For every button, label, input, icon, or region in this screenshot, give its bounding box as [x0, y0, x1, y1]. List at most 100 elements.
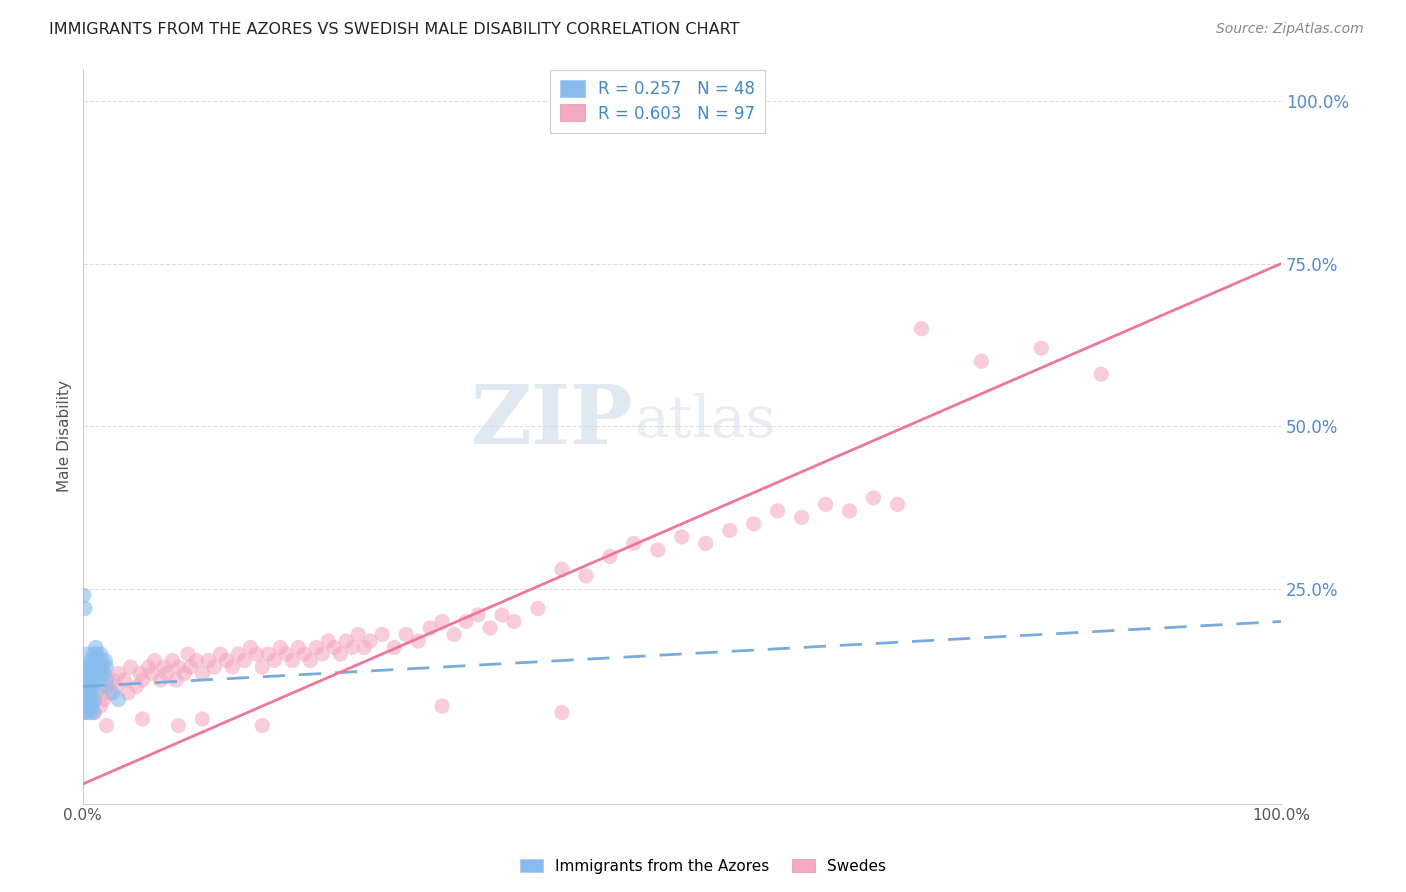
- Point: [263, 653, 285, 667]
- Point: [79, 706, 101, 720]
- Point: [79, 666, 101, 681]
- Point: [80, 653, 103, 667]
- Point: [276, 647, 298, 661]
- Point: [96, 680, 118, 694]
- Point: [82, 692, 104, 706]
- Point: [292, 647, 315, 661]
- Point: [82, 660, 104, 674]
- Point: [228, 647, 250, 661]
- Text: ZIP: ZIP: [471, 382, 634, 461]
- Point: [83, 706, 105, 720]
- Point: [82, 699, 104, 714]
- Point: [155, 666, 177, 681]
- Point: [430, 699, 453, 714]
- Point: [75, 706, 97, 720]
- Point: [117, 686, 139, 700]
- Point: [167, 660, 190, 674]
- Point: [82, 680, 104, 694]
- Point: [551, 706, 574, 720]
- Point: [395, 627, 418, 641]
- Point: [114, 673, 136, 687]
- Legend: R = 0.257   N = 48, R = 0.603   N = 97: R = 0.257 N = 48, R = 0.603 N = 97: [550, 70, 765, 133]
- Point: [551, 562, 574, 576]
- Point: [80, 692, 103, 706]
- Point: [269, 640, 291, 655]
- Point: [671, 530, 693, 544]
- Point: [97, 686, 120, 700]
- Point: [96, 718, 118, 732]
- Point: [77, 660, 100, 674]
- Point: [382, 640, 405, 655]
- Point: [177, 647, 200, 661]
- Point: [215, 653, 238, 667]
- Y-axis label: Male Disability: Male Disability: [58, 380, 72, 492]
- Point: [138, 660, 160, 674]
- Point: [75, 666, 97, 681]
- Point: [179, 660, 201, 674]
- Point: [221, 660, 243, 674]
- Point: [305, 640, 328, 655]
- Point: [82, 706, 104, 720]
- Text: atlas: atlas: [634, 393, 776, 450]
- Point: [83, 692, 105, 706]
- Point: [107, 692, 129, 706]
- Point: [90, 666, 112, 681]
- Point: [93, 692, 115, 706]
- Point: [80, 673, 103, 687]
- Point: [101, 673, 124, 687]
- Point: [84, 640, 107, 655]
- Point: [90, 653, 112, 667]
- Point: [143, 653, 166, 667]
- Point: [299, 653, 322, 667]
- Point: [886, 497, 908, 511]
- Point: [141, 666, 163, 681]
- Point: [406, 634, 429, 648]
- Point: [167, 718, 190, 732]
- Point: [329, 647, 352, 661]
- Point: [766, 504, 789, 518]
- Point: [82, 647, 104, 661]
- Point: [252, 718, 274, 732]
- Point: [479, 621, 502, 635]
- Point: [120, 660, 142, 674]
- Point: [77, 699, 100, 714]
- Point: [209, 647, 232, 661]
- Point: [73, 680, 96, 694]
- Point: [83, 673, 105, 687]
- Point: [323, 640, 346, 655]
- Point: [1090, 368, 1112, 382]
- Point: [149, 673, 172, 687]
- Point: [73, 699, 96, 714]
- Point: [419, 621, 441, 635]
- Point: [287, 640, 309, 655]
- Point: [131, 673, 153, 687]
- Point: [1031, 341, 1053, 355]
- Point: [75, 686, 97, 700]
- Point: [335, 634, 357, 648]
- Point: [86, 686, 108, 700]
- Point: [153, 660, 176, 674]
- Point: [204, 660, 226, 674]
- Point: [76, 692, 98, 706]
- Point: [359, 634, 381, 648]
- Point: [742, 516, 765, 531]
- Point: [191, 712, 214, 726]
- Point: [105, 680, 128, 694]
- Point: [838, 504, 860, 518]
- Point: [76, 647, 98, 661]
- Point: [90, 699, 112, 714]
- Point: [316, 634, 339, 648]
- Point: [695, 536, 717, 550]
- Point: [84, 660, 107, 674]
- Point: [257, 647, 280, 661]
- Point: [96, 660, 118, 674]
- Point: [87, 653, 110, 667]
- Point: [430, 615, 453, 629]
- Point: [73, 706, 96, 720]
- Point: [162, 653, 184, 667]
- Point: [467, 607, 489, 622]
- Point: [86, 647, 108, 661]
- Point: [503, 615, 526, 629]
- Point: [101, 686, 124, 700]
- Point: [647, 542, 669, 557]
